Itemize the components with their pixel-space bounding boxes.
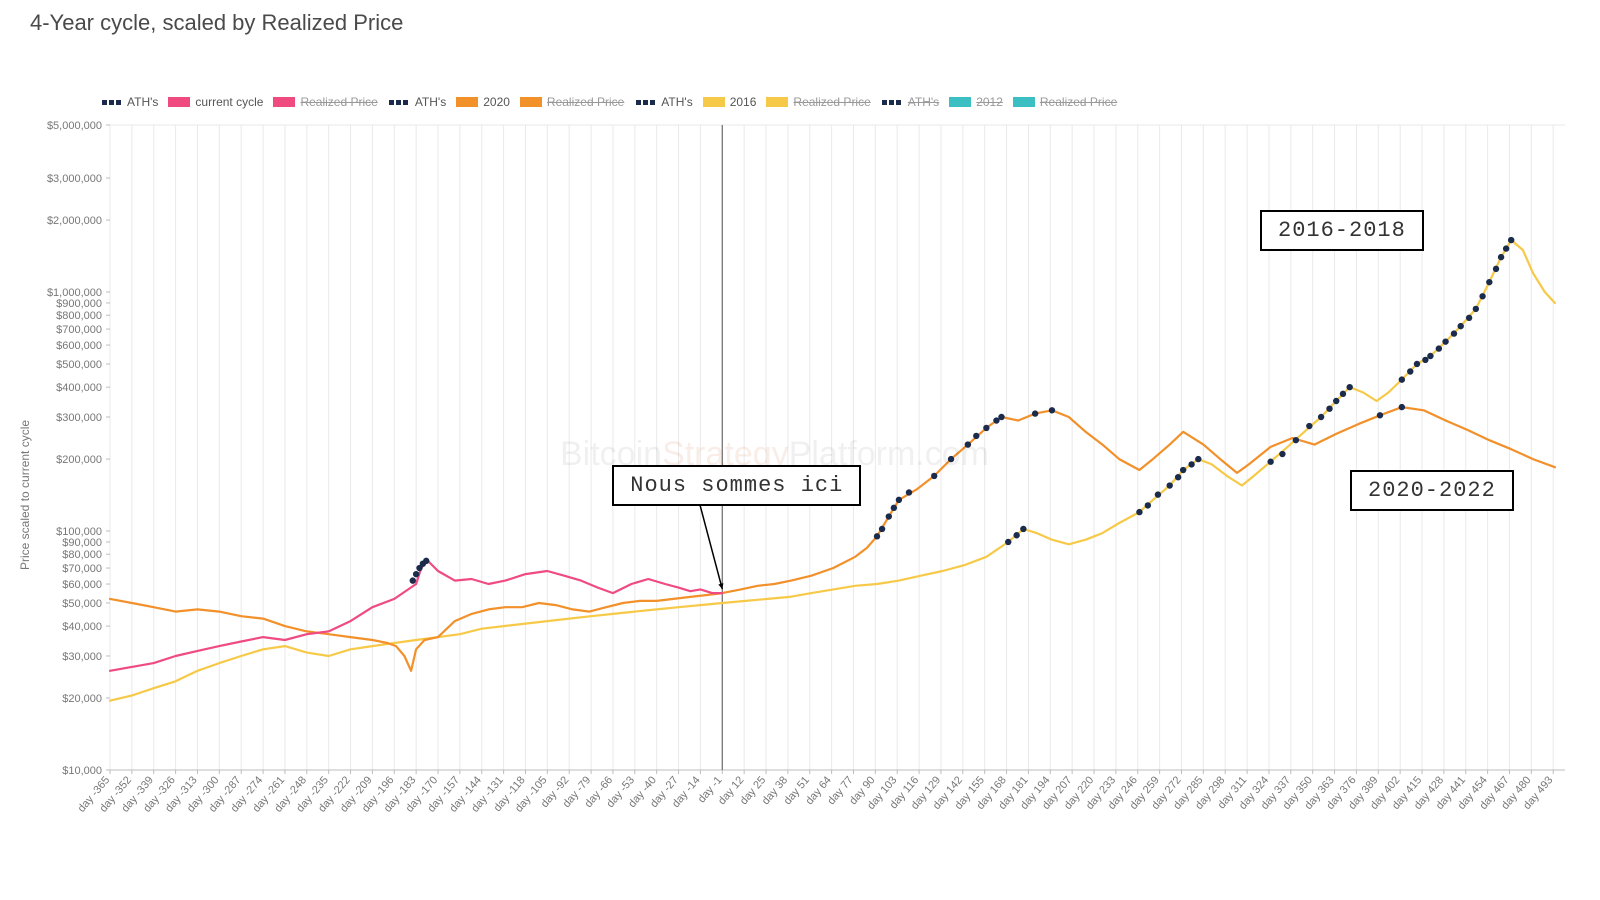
svg-text:$10,000: $10,000 <box>62 765 102 777</box>
annotation-2020-2022: 2020-2022 <box>1350 470 1514 511</box>
legend-swatch <box>1013 97 1035 107</box>
legend-label: Realized Price <box>793 95 870 109</box>
legend-swatch <box>766 97 788 107</box>
legend-item[interactable]: 2020 <box>456 95 510 109</box>
legend-item[interactable]: Realized Price <box>520 95 624 109</box>
legend-swatch <box>703 97 725 107</box>
svg-text:$2,000,000: $2,000,000 <box>47 215 102 227</box>
legend-label: Realized Price <box>1040 95 1117 109</box>
legend-item[interactable]: Realized Price <box>273 95 377 109</box>
legend-item[interactable]: ATH's <box>100 95 158 109</box>
svg-text:$40,000: $40,000 <box>62 621 102 633</box>
svg-text:$400,000: $400,000 <box>56 382 102 394</box>
svg-text:$1,000,000: $1,000,000 <box>47 287 102 299</box>
legend-item[interactable]: current cycle <box>168 95 263 109</box>
svg-text:$700,000: $700,000 <box>56 324 102 336</box>
legend-swatch <box>949 97 971 107</box>
legend-swatch <box>388 97 410 107</box>
legend[interactable]: ATH's current cycle Realized Price ATH's 202… <box>100 95 1560 109</box>
legend-label: ATH's <box>661 95 692 109</box>
svg-text:$200,000: $200,000 <box>56 454 102 466</box>
legend-item[interactable]: ATH's <box>388 95 446 109</box>
chart-container: ATH's current cycle Realized Price ATH's 202… <box>0 70 1600 890</box>
legend-item[interactable]: 2012 <box>949 95 1003 109</box>
svg-text:$900,000: $900,000 <box>56 298 102 310</box>
legend-item[interactable]: Realized Price <box>766 95 870 109</box>
legend-swatch <box>100 97 122 107</box>
legend-item[interactable]: 2016 <box>703 95 757 109</box>
annotation-2016-2018: 2016-2018 <box>1260 210 1424 251</box>
legend-swatch <box>520 97 542 107</box>
svg-text:$30,000: $30,000 <box>62 651 102 663</box>
svg-text:$500,000: $500,000 <box>56 359 102 371</box>
svg-text:$3,000,000: $3,000,000 <box>47 173 102 185</box>
legend-label: ATH's <box>908 95 939 109</box>
y-axis-label: Price scaled to current cycle <box>18 420 32 570</box>
legend-swatch <box>456 97 478 107</box>
svg-text:$5,000,000: $5,000,000 <box>47 120 102 132</box>
svg-text:$90,000: $90,000 <box>62 537 102 549</box>
legend-label: Realized Price <box>547 95 624 109</box>
legend-item[interactable]: ATH's <box>634 95 692 109</box>
legend-swatch <box>273 97 295 107</box>
svg-text:$70,000: $70,000 <box>62 563 102 575</box>
legend-swatch <box>168 97 190 107</box>
svg-text:$60,000: $60,000 <box>62 579 102 591</box>
svg-text:$800,000: $800,000 <box>56 310 102 322</box>
svg-text:$50,000: $50,000 <box>62 598 102 610</box>
legend-swatch <box>634 97 656 107</box>
legend-label: ATH's <box>127 95 158 109</box>
svg-text:$100,000: $100,000 <box>56 526 102 538</box>
legend-swatch <box>881 97 903 107</box>
legend-label: current cycle <box>195 95 263 109</box>
legend-label: 2020 <box>483 95 510 109</box>
svg-text:$600,000: $600,000 <box>56 340 102 352</box>
legend-label: 2012 <box>976 95 1003 109</box>
annotation-here: Nous sommes ici <box>612 465 861 506</box>
legend-item[interactable]: Realized Price <box>1013 95 1117 109</box>
legend-label: ATH's <box>415 95 446 109</box>
legend-item[interactable]: ATH's <box>881 95 939 109</box>
chart-title: 4-Year cycle, scaled by Realized Price <box>30 10 403 36</box>
svg-text:$20,000: $20,000 <box>62 693 102 705</box>
legend-label: 2016 <box>730 95 757 109</box>
legend-label: Realized Price <box>300 95 377 109</box>
svg-text:$300,000: $300,000 <box>56 412 102 424</box>
svg-text:$80,000: $80,000 <box>62 549 102 561</box>
